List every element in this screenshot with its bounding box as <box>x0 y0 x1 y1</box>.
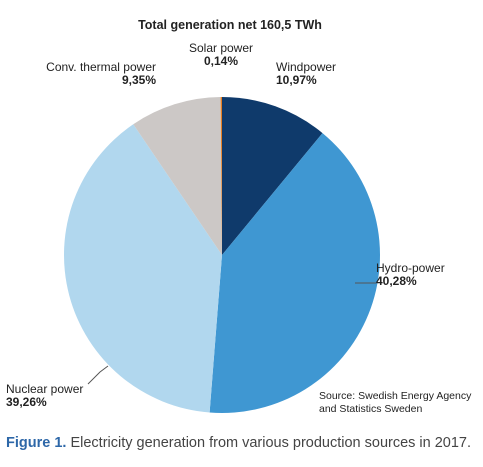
pie-slice-nuclear-power <box>63 124 223 413</box>
figure-label: Figure 1. <box>6 435 67 451</box>
pie-chart: Total generation net 160,5 TWh Windpower… <box>6 18 472 415</box>
value-label-windpower: 10,97% <box>276 73 317 87</box>
figure-caption-text: Electricity generation from various prod… <box>66 435 472 451</box>
chart-title: Total generation net 160,5 TWh <box>138 18 322 32</box>
pie-slice-hydro-power <box>209 133 381 414</box>
label-windpower: Windpower <box>276 60 336 74</box>
value-label-conv-thermal-power: 9,35% <box>122 73 156 87</box>
value-label-hydro-power: 40,28% <box>376 274 417 288</box>
label-solar-power: Solar power <box>189 41 253 55</box>
label-leader-lines <box>87 282 376 385</box>
pie-slice-windpower <box>222 97 323 255</box>
label-conv-thermal-power: Conv. thermal power <box>46 60 156 74</box>
leader-nuclear-power <box>87 365 109 385</box>
source-line-2: and Statistics Sweden <box>319 403 422 415</box>
label-hydro-power: Hydro-power <box>376 261 445 275</box>
value-label-solar-power: 0,14% <box>204 54 238 68</box>
figure-caption: Figure 1. Electricity generation from va… <box>6 435 481 451</box>
source-line-1: Source: Swedish Energy Agency <box>319 390 472 402</box>
value-label-nuclear-power: 39,26% <box>6 395 47 409</box>
label-nuclear-power: Nuclear power <box>6 382 83 396</box>
pie-slice-conv-thermal-power <box>133 97 222 256</box>
pie-slice-solar-power <box>220 97 222 255</box>
pie-slices <box>63 97 381 414</box>
